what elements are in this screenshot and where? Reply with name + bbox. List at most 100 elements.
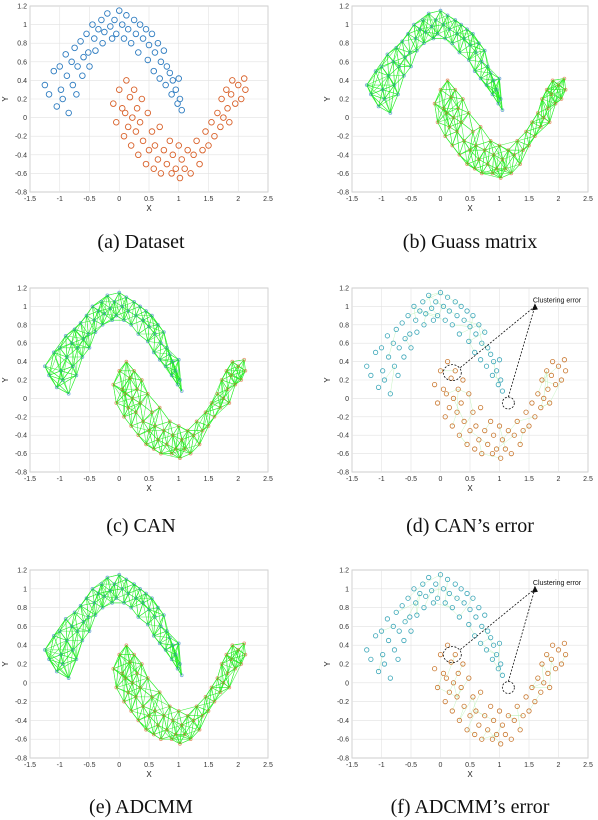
data-point-red — [156, 437, 160, 442]
data-point-blue — [473, 614, 479, 620]
data-point-red — [499, 437, 506, 443]
data-point-blue — [434, 595, 441, 601]
graph-edge — [153, 616, 156, 636]
graph-edge — [452, 24, 462, 44]
data-point-blue — [113, 30, 120, 38]
graph-edge — [129, 378, 133, 399]
graph-edge — [445, 33, 458, 39]
graph-edge — [469, 131, 474, 151]
graph-edge — [480, 61, 483, 79]
data-point-red — [548, 656, 555, 662]
data-point-red — [490, 432, 497, 438]
data-point-red — [523, 409, 529, 415]
data-point-red — [127, 142, 135, 149]
graph-edge — [531, 117, 544, 123]
data-point-red — [454, 409, 460, 415]
graph-edge-faint — [541, 663, 544, 683]
data-point-blue — [397, 64, 402, 69]
data-point-red — [188, 451, 193, 456]
graph-edge — [92, 588, 95, 603]
data-point-blue — [93, 613, 98, 617]
data-point-blue — [476, 322, 482, 328]
data-point-blue — [111, 16, 118, 24]
data-point-blue — [150, 313, 154, 318]
graph-edge-faint — [388, 329, 397, 358]
graph-edge — [145, 715, 150, 730]
data-point-red — [454, 694, 460, 700]
graph-edge-faint — [419, 310, 438, 316]
graph-edge — [478, 43, 483, 62]
graph-edge — [384, 94, 399, 100]
data-point-blue — [110, 601, 114, 605]
data-point-red — [126, 405, 131, 410]
graph-edge — [59, 612, 75, 632]
graph-edge — [132, 393, 148, 399]
data-point-red — [563, 87, 568, 92]
graph-edge — [546, 89, 549, 109]
data-point-red — [460, 377, 466, 383]
data-point-blue — [482, 48, 487, 53]
data-point-red — [502, 731, 508, 738]
graph-edge — [138, 320, 144, 335]
graph-edge — [525, 112, 539, 132]
data-point-red — [476, 437, 482, 443]
graph-edge — [159, 692, 171, 707]
graph-edge — [511, 154, 515, 174]
graph-edge — [466, 29, 480, 44]
data-point-blue — [105, 575, 110, 580]
graph-edge-faint — [540, 398, 544, 408]
data-point-red — [170, 718, 175, 723]
graph-edge-faint — [561, 654, 566, 665]
graph-edge — [431, 24, 444, 27]
graph-edge — [220, 379, 222, 408]
data-point-red — [224, 652, 229, 657]
data-point-red — [120, 387, 125, 392]
graph-edge-faint — [437, 574, 441, 599]
graph-edge — [381, 66, 383, 90]
graph-edge-faint — [546, 370, 549, 390]
graph-edge-faint — [423, 590, 432, 608]
data-point-blue — [433, 18, 438, 22]
graph-edge — [226, 645, 233, 655]
graph-edge — [116, 687, 129, 693]
graph-edge — [66, 630, 78, 641]
data-point-blue — [489, 372, 496, 378]
graph-edge — [148, 692, 160, 716]
graph-edge — [126, 297, 129, 312]
graph-edge — [513, 140, 518, 155]
graph-edge — [98, 307, 111, 312]
graph-edge — [151, 696, 165, 716]
graph-edge — [445, 38, 460, 53]
graph-edge — [142, 320, 149, 342]
x-tick-label: -0.5 — [405, 196, 417, 203]
graph-edge — [102, 590, 111, 608]
graph-edge — [443, 24, 453, 44]
data-point-blue — [373, 69, 378, 73]
x-axis-label: X — [467, 204, 473, 213]
graph-edge — [68, 659, 77, 679]
graph-edge — [196, 701, 215, 707]
graph-edge — [175, 359, 180, 371]
data-point-blue — [412, 22, 416, 27]
graph-edge — [133, 583, 144, 604]
graph-edge — [160, 729, 168, 740]
data-point-red — [541, 680, 547, 686]
data-point-red — [541, 395, 547, 401]
data-point-red — [175, 142, 182, 149]
graph-edge — [136, 388, 148, 395]
data-point-blue — [417, 308, 423, 314]
graph-edge — [490, 72, 499, 104]
graph-edge — [543, 103, 556, 118]
graph-edge — [459, 52, 469, 61]
data-point-blue — [402, 335, 408, 342]
graph-edge — [86, 310, 99, 316]
data-point-red — [173, 732, 178, 737]
graph-edge — [48, 375, 63, 381]
data-point-blue — [461, 600, 467, 606]
graph-edge — [76, 347, 78, 376]
graph-edge — [422, 19, 434, 39]
graph-edge — [393, 61, 395, 86]
data-point-blue — [108, 588, 113, 593]
graph-edge — [160, 615, 165, 627]
